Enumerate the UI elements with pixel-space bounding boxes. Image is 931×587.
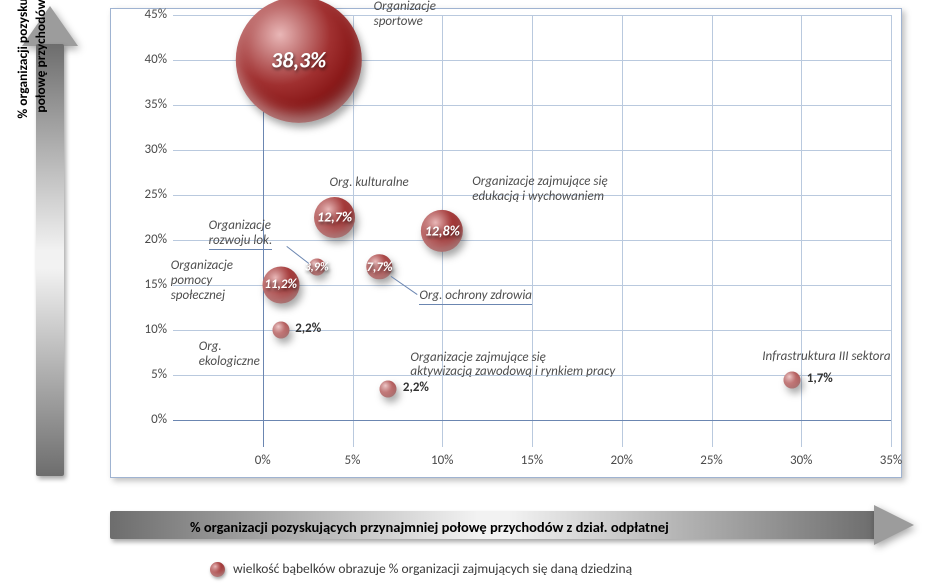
gridline-v [712, 15, 713, 447]
x-tick-label: 15% [521, 453, 543, 468]
bubble-label-zdrowie: Org. ochrony zdrowia [419, 289, 532, 304]
gridline-v [532, 15, 533, 447]
legend-marker-icon [210, 562, 225, 577]
bubble-zdrowie: 7,7% [367, 254, 392, 279]
y-tick-label: 0% [117, 412, 167, 427]
chart-panel: 38,3%Organizacjesportowe12,7%Org. kultur… [110, 8, 902, 478]
bubble-pct-outside: 1,7% [807, 372, 833, 387]
y-tick-label: 20% [117, 232, 167, 247]
x-axis-title: % organizacji pozyskujących przynajmniej… [190, 518, 669, 536]
bubble-pct: 11,2% [264, 277, 297, 292]
bubble-pomspol: 11,2% [262, 267, 299, 304]
x-tick-label: 25% [700, 453, 722, 468]
y-axis-title-line1: % organizacji pozyskujących przynajmniej [14, 0, 31, 119]
bubble-label-kultura: Org. kulturalne [330, 176, 409, 191]
bubble-label-infra: Infrastruktura III sektora [762, 350, 890, 365]
x-tick-label: 0% [255, 453, 271, 468]
bubble-label-edukacja: Organizacje zajmujące sięedukacją i wych… [472, 175, 607, 205]
bubble-pct: 12,7% [317, 209, 352, 226]
bubble-label-pomspol: Organizacjepomocyspołecznej [171, 259, 233, 304]
gridline-v [801, 15, 802, 447]
bubble-rozwoj: 3,9% [308, 259, 325, 276]
bubble-kultura: 12,7% [314, 197, 356, 239]
gridline-v [622, 15, 623, 447]
gridline-v [891, 15, 892, 447]
y-tick-label: 35% [117, 97, 167, 112]
x-tick-label: 10% [431, 453, 453, 468]
legend: wielkość bąbelków obrazuje % organizacji… [210, 560, 632, 577]
y-tick-label: 5% [117, 367, 167, 382]
legend-text: wielkość bąbelków obrazuje % organizacji… [233, 560, 632, 577]
bubble-pct-outside: 2,2% [403, 381, 429, 396]
leader-line [286, 246, 309, 264]
bubble-chart-figure: % organizacji pozyskujących przynajmniej… [0, 0, 931, 587]
y-tick-label: 15% [117, 277, 167, 292]
y-tick-label: 10% [117, 322, 167, 337]
y-axis-title: % organizacji pozyskujących przynajmniej… [14, 0, 49, 253]
bubble-label-aktyw: Organizacje zajmujące sięaktywizacją zaw… [410, 351, 615, 381]
bubble-pct: 7,7% [366, 260, 392, 275]
x-tick-label: 20% [611, 453, 633, 468]
bubble-label-rozwoj: Organizacjerozwoju lok. [209, 219, 273, 249]
y-axis-title-line2: połowę przychodów od samorządu lok. [32, 0, 49, 113]
y-tick-label: 40% [117, 52, 167, 67]
y-tick-label: 25% [117, 187, 167, 202]
bubble-edukacja: 12,8% [421, 210, 463, 252]
x-tick-label: 5% [345, 453, 361, 468]
bubble-aktyw [380, 380, 397, 397]
bubble-ekol [272, 322, 289, 339]
y-tick-label: 30% [117, 142, 167, 157]
y-tick-label: 45% [117, 7, 167, 22]
bubble-infra [784, 371, 801, 388]
bubble-label-ekol: Org.ekologiczne [199, 340, 260, 370]
bubble-pct: 12,8% [425, 222, 460, 239]
x-tick-label: 35% [880, 453, 902, 468]
bubble-pct-outside: 2,2% [295, 322, 321, 337]
bubble-label-sport: Organizacjesportowe [374, 0, 436, 30]
plot-area: 38,3%Organizacjesportowe12,7%Org. kultur… [173, 15, 891, 447]
x-tick-label: 30% [790, 453, 812, 468]
bubble-pct: 38,3% [271, 47, 326, 74]
